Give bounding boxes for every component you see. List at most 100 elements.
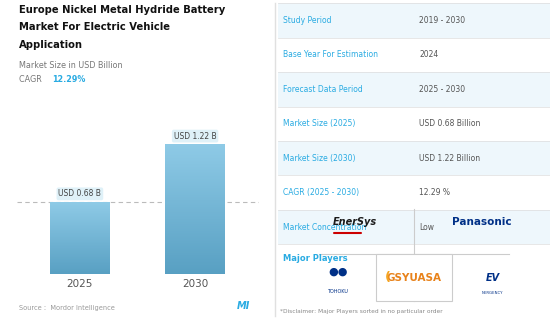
Bar [50, 261, 110, 262]
Bar [165, 254, 225, 255]
Bar [165, 236, 225, 237]
Bar [165, 211, 225, 212]
Text: 12.29 %: 12.29 % [419, 188, 450, 197]
Bar [50, 217, 110, 218]
Bar [50, 251, 110, 252]
Bar [165, 266, 225, 267]
Bar [165, 268, 225, 269]
Bar [165, 231, 225, 232]
Bar [165, 263, 225, 264]
Bar [50, 218, 110, 219]
Bar [165, 251, 225, 253]
Bar [165, 195, 225, 196]
Bar [165, 257, 225, 258]
Bar [165, 217, 225, 218]
Bar [165, 165, 225, 166]
Bar [50, 243, 110, 244]
Text: Base Year For Estimation: Base Year For Estimation [283, 50, 378, 59]
Bar [165, 243, 225, 244]
Bar [165, 241, 225, 242]
Bar [50, 208, 110, 209]
Bar [165, 219, 225, 220]
Bar [165, 234, 225, 235]
Bar [165, 221, 225, 222]
Bar [165, 196, 225, 197]
Bar [50, 220, 110, 221]
Bar [50, 269, 110, 270]
Bar [50, 204, 110, 205]
Bar [165, 267, 225, 268]
Bar [278, 38, 550, 72]
Bar [50, 262, 110, 263]
Bar [50, 233, 110, 234]
Bar [165, 226, 225, 227]
Bar [165, 270, 225, 271]
Text: Forecast Data Period: Forecast Data Period [283, 85, 363, 94]
Bar [50, 250, 110, 251]
Bar [165, 242, 225, 243]
Bar [278, 141, 550, 175]
Bar [165, 255, 225, 256]
Bar [165, 258, 225, 259]
Bar [50, 232, 110, 233]
Bar [165, 156, 225, 157]
Bar [165, 174, 225, 175]
Text: GSYUASA: GSYUASA [386, 272, 441, 283]
Text: Market Concentration: Market Concentration [283, 223, 366, 232]
Bar [165, 227, 225, 229]
Bar [50, 216, 110, 217]
Bar [165, 214, 225, 216]
Bar [165, 229, 225, 230]
Bar [165, 237, 225, 238]
Bar [165, 147, 225, 148]
Bar [165, 233, 225, 234]
Bar [165, 212, 225, 213]
Bar [165, 167, 225, 168]
Text: MI: MI [236, 301, 250, 311]
Text: NERGENCY: NERGENCY [482, 292, 504, 295]
Bar [165, 144, 225, 145]
Bar [165, 194, 225, 195]
Bar [50, 241, 110, 242]
Text: 2024: 2024 [419, 50, 438, 59]
Bar [376, 254, 452, 301]
Text: Study Period: Study Period [283, 16, 332, 25]
Bar [165, 185, 225, 186]
Text: 12.29%: 12.29% [52, 75, 86, 84]
Bar [165, 181, 225, 182]
Bar [165, 247, 225, 248]
Bar [165, 180, 225, 181]
Bar [50, 246, 110, 247]
Text: *Disclaimer: Major Players sorted in no particular order: *Disclaimer: Major Players sorted in no … [280, 309, 443, 314]
Bar [165, 169, 225, 170]
Text: Market Size (2030): Market Size (2030) [283, 154, 356, 163]
Bar [165, 182, 225, 183]
Bar [50, 271, 110, 272]
Bar [165, 160, 225, 161]
Bar [50, 210, 110, 211]
Bar [278, 175, 550, 210]
Bar [50, 234, 110, 235]
Text: Major Players: Major Players [283, 254, 348, 263]
Bar [165, 171, 225, 172]
Bar [165, 179, 225, 180]
Text: (: ( [385, 271, 391, 284]
Bar [165, 222, 225, 223]
Bar [50, 254, 110, 255]
Bar [50, 211, 110, 212]
Bar [165, 192, 225, 193]
Bar [165, 172, 225, 173]
Bar [165, 198, 225, 199]
Bar [165, 193, 225, 194]
Bar [50, 221, 110, 222]
Bar [50, 236, 110, 237]
Bar [50, 202, 110, 203]
Bar [50, 228, 110, 229]
Bar [165, 159, 225, 160]
Bar [278, 210, 550, 244]
Bar [50, 229, 110, 230]
Bar [165, 271, 225, 272]
Bar [50, 248, 110, 249]
Bar [50, 212, 110, 213]
Bar [50, 247, 110, 248]
